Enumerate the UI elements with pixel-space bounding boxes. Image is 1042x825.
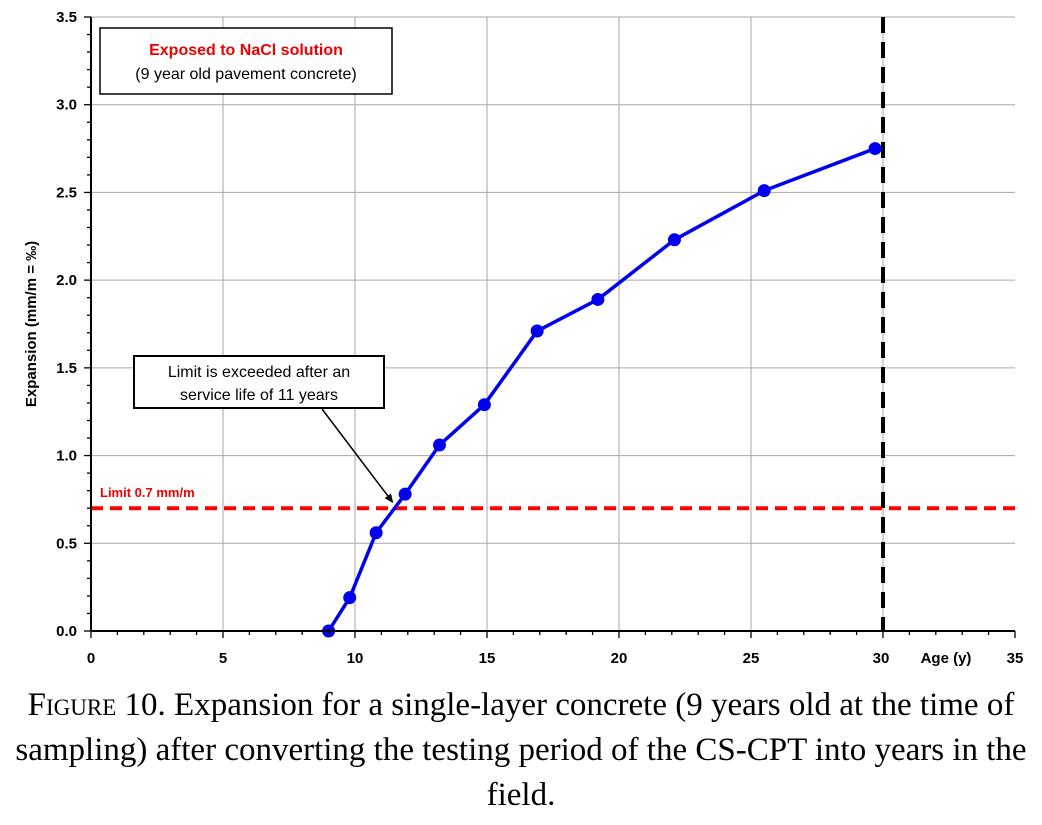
y-tick-label: 1.0 [56, 448, 77, 465]
data-point [369, 526, 383, 540]
legend-box-frame [99, 27, 393, 95]
callout-arrow [321, 408, 394, 503]
y-tick-label: 2.0 [56, 272, 77, 289]
callout-line-1: Limit is exceeded after an [168, 364, 350, 381]
y-tick-label: 3.0 [56, 97, 77, 114]
figure-caption: Figure 10. Expansion for a single-layer … [0, 683, 1042, 818]
x-tick-label: 5 [219, 650, 227, 667]
legend-subtitle: (9 year old pavement concrete) [135, 66, 356, 83]
data-point [667, 233, 681, 247]
callout-line-2: service life of 11 years [180, 387, 338, 404]
callout: Limit is exceeded after an service life … [133, 355, 394, 503]
legend-title: Exposed to NaCl solution [149, 42, 343, 59]
expansion-chart: 0 5 10 15 20 25 30 35 0.0 0.5 1.0 1.5 2.0 2.5 3.0 3.5 E… [23, 9, 1023, 667]
data-point [343, 591, 357, 605]
x-tick-label: 15 [479, 650, 496, 667]
x-tick-label: 30 [873, 650, 890, 667]
y-tick-label: 0.5 [56, 535, 77, 552]
limit-label: Limit 0.7 mm/m [100, 485, 195, 500]
x-tick-label: 10 [347, 650, 364, 667]
data-point [432, 438, 446, 452]
x-tick-label: 0 [87, 650, 95, 667]
x-axis-label: Age (y) [921, 650, 972, 667]
data-point [868, 142, 882, 156]
caption-text: 10. Expansion for a single-layer concret… [15, 687, 1027, 813]
y-tick-label: 0.0 [56, 623, 77, 640]
x-tick-label: 35 [1007, 650, 1024, 667]
caption-label: Figure [27, 687, 117, 723]
y-tick-label: 2.5 [56, 184, 77, 201]
data-point [757, 184, 771, 198]
data-point [591, 292, 605, 306]
legend-box: Exposed to NaCl solution (9 year old pav… [99, 27, 393, 95]
reference-lines [91, 17, 1015, 631]
y-tick-label: 1.5 [56, 360, 77, 377]
x-tick-label: 20 [611, 650, 628, 667]
y-tick-label: 3.5 [56, 9, 77, 26]
y-axis-label: Expansion (mm/m = ‰) [23, 241, 40, 407]
data-point [477, 398, 491, 412]
callout-frame [133, 355, 385, 409]
data-point [398, 487, 412, 501]
series-line [327, 146, 876, 632]
x-tick-label: 25 [743, 650, 760, 667]
axes: 0 5 10 15 20 25 30 35 0.0 0.5 1.0 1.5 2.0 2.5 3.0 3.5 [56, 9, 1023, 667]
data-series [322, 142, 882, 638]
data-point [530, 324, 544, 338]
